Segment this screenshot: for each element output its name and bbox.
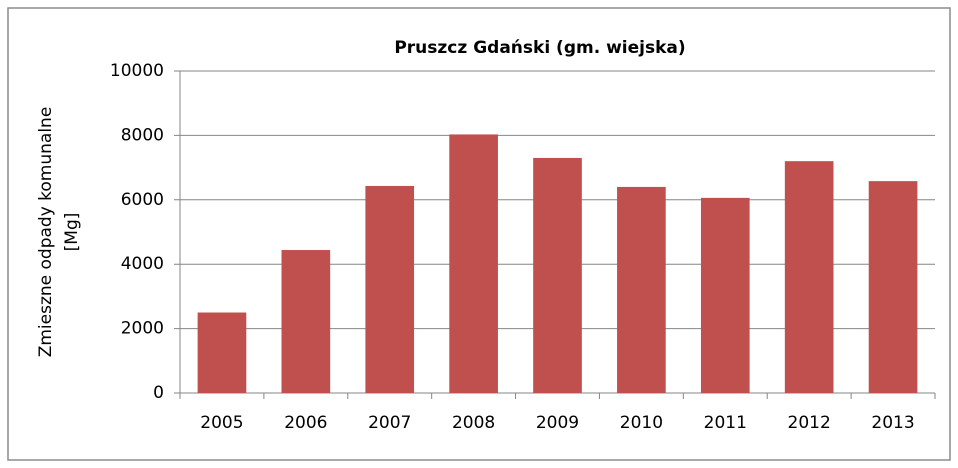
- bar: [784, 161, 834, 393]
- y-tick-label: 8000: [121, 125, 164, 145]
- bar: [617, 186, 666, 393]
- bar: [281, 250, 331, 393]
- y-tick-label: 2000: [121, 319, 164, 339]
- bar: [700, 197, 750, 393]
- y-tick-label: 6000: [121, 190, 164, 210]
- bar: [197, 312, 247, 393]
- chart-title: Pruszcz Gdański (gm. wiejska): [394, 38, 685, 58]
- y-axis-label: Zmieszne odpady komunalne: [36, 107, 56, 358]
- y-tick-label: 4000: [121, 254, 164, 274]
- x-tick-label: 2012: [788, 413, 831, 433]
- x-tick-label: 2008: [452, 413, 495, 433]
- bar: [449, 134, 498, 393]
- bar: [533, 157, 582, 393]
- x-tick-label: 2011: [704, 413, 747, 433]
- x-tick-label: 2013: [871, 413, 914, 433]
- x-tick-label: 2006: [284, 413, 327, 433]
- x-tick-label: 2010: [620, 413, 663, 433]
- x-tick-label: 2009: [536, 413, 579, 433]
- bar: [365, 185, 415, 393]
- bar: [868, 181, 918, 393]
- y-tick-label: 0: [153, 383, 164, 403]
- y-axis-label: [Mg]: [62, 213, 82, 252]
- x-tick-label: 2007: [368, 413, 411, 433]
- y-tick-label: 10000: [110, 61, 164, 81]
- x-tick-label: 2005: [200, 413, 243, 433]
